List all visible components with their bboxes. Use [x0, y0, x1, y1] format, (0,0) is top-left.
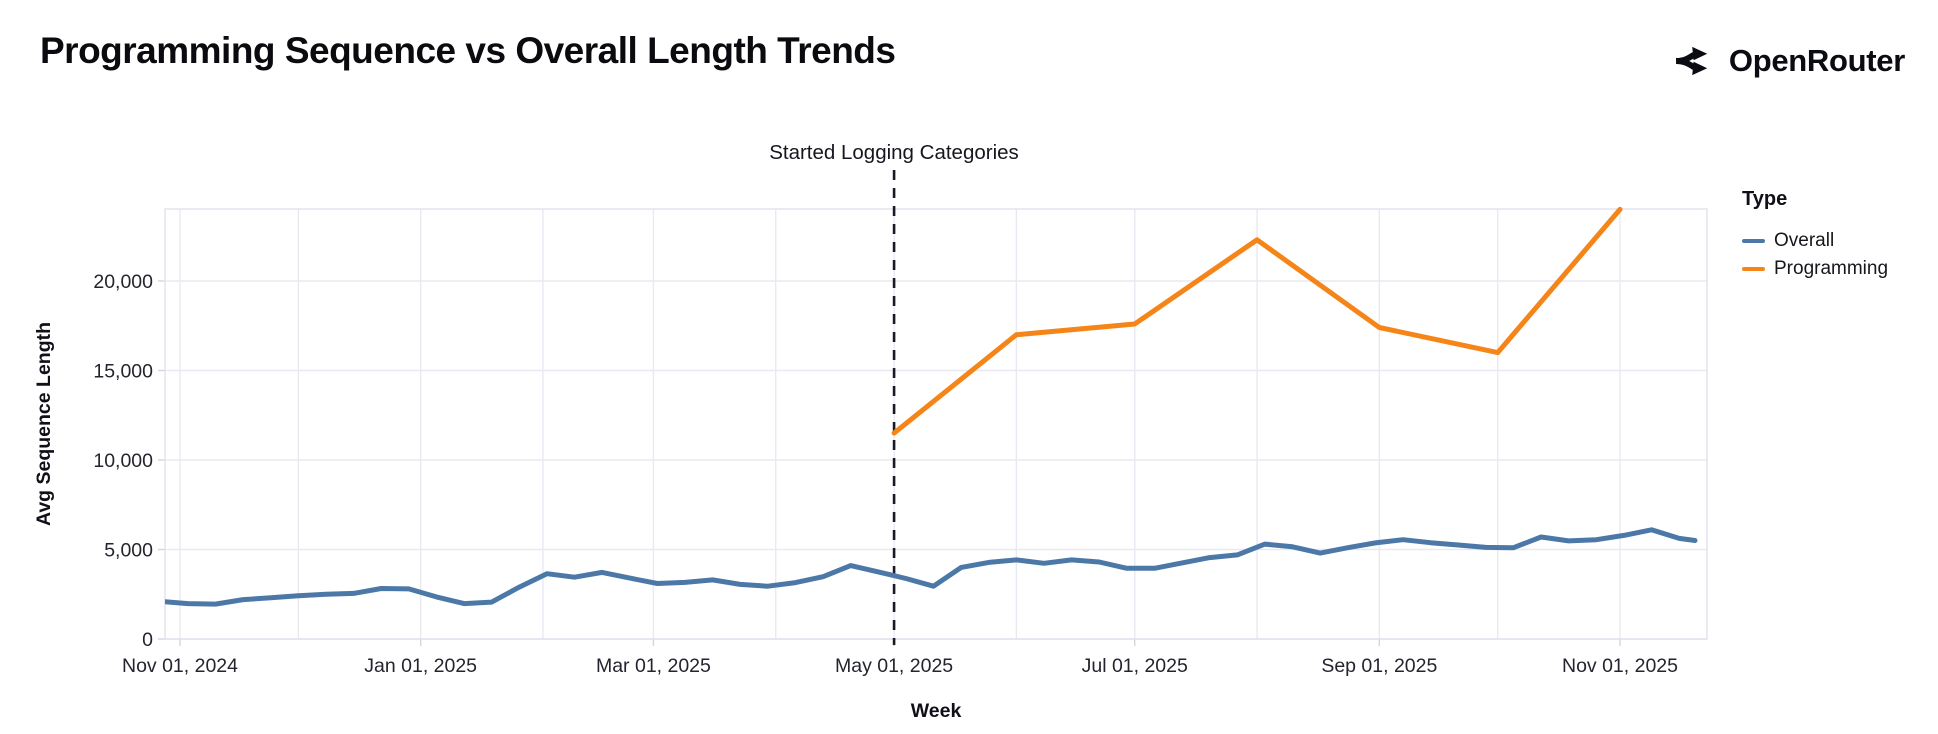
grid-layer — [158, 170, 1708, 646]
y-tick-label: 0 — [142, 629, 153, 651]
brand-logo: OpenRouter — [1670, 38, 1905, 84]
y-tick-label: 20,000 — [93, 271, 153, 293]
series-line-programming — [891, 206, 1623, 436]
legend-swatch — [1742, 267, 1765, 271]
brand-name: OpenRouter — [1728, 43, 1905, 78]
legend-item-overall: Overall — [1742, 227, 1888, 255]
openrouter-icon — [1675, 46, 1708, 76]
y-axis-title: Avg Sequence Length — [33, 322, 55, 526]
x-axis-title: Week — [911, 700, 962, 722]
legend: Type Overall Programming — [1742, 188, 1888, 283]
x-tick-label: Nov 01, 2025 — [1562, 655, 1678, 677]
legend-items: Overall Programming — [1742, 227, 1888, 283]
plot-border — [164, 208, 1708, 640]
x-tick-label: Jan 01, 2025 — [364, 655, 477, 677]
series-line-overall — [165, 527, 1698, 607]
y-tick-label: 15,000 — [93, 361, 153, 383]
x-tick-label: Jul 01, 2025 — [1082, 655, 1188, 677]
legend-title: Type — [1742, 188, 1788, 210]
series-layer — [165, 206, 1698, 607]
legend-label: Overall — [1774, 230, 1835, 251]
page-title: Programming Sequence vs Overall Length T… — [40, 30, 896, 71]
legend-swatch — [1742, 239, 1765, 243]
y-tick-label: 10,000 — [93, 450, 153, 472]
x-tick-label: Nov 01, 2024 — [122, 655, 238, 677]
x-tick-label: May 01, 2025 — [835, 655, 953, 677]
x-tick-label: Mar 01, 2025 — [596, 655, 711, 677]
x-tick-label: Sep 01, 2025 — [1321, 655, 1437, 677]
axis-tick-labels: 0 5,000 10,000 15,000 20,000 Nov 01, 2024 Jan … — [93, 271, 1678, 677]
legend-item-programming: Programming — [1742, 255, 1888, 283]
annotation-label: Started Logging Categories — [769, 141, 1019, 164]
y-tick-label: 5,000 — [104, 540, 153, 562]
legend-label: Programming — [1774, 258, 1889, 279]
